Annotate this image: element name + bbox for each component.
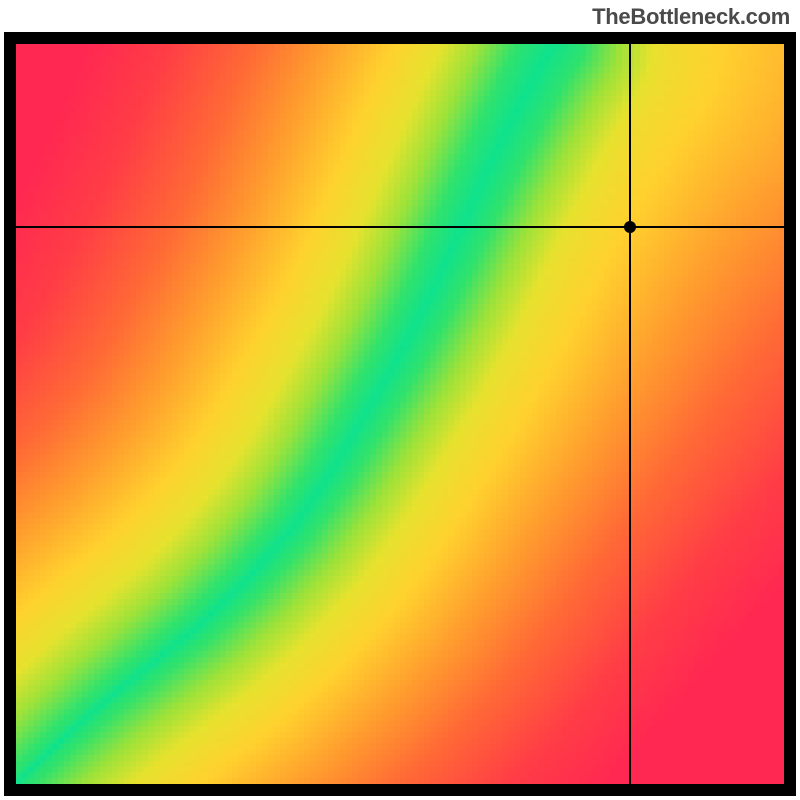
- bottleneck-heatmap: [16, 44, 784, 784]
- crosshair-vertical: [629, 44, 631, 784]
- crosshair-horizontal: [16, 226, 784, 228]
- root-container: TheBottleneck.com: [0, 0, 800, 800]
- attribution-text: TheBottleneck.com: [592, 4, 790, 30]
